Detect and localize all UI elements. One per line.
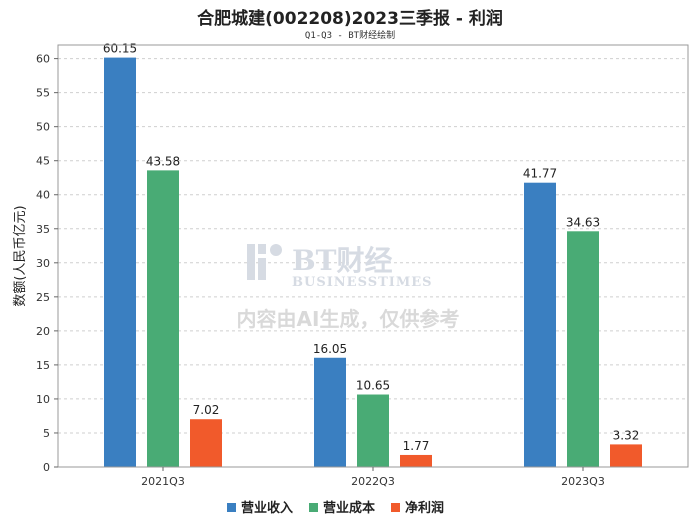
legend-swatch [391, 503, 400, 512]
legend-label: 营业收入 [241, 500, 293, 516]
y-tick-labels: 0 5 10 15 20 25 30 35 40 45 50 55 60 [36, 53, 58, 474]
bars: 60.15 43.58 7.02 16.05 10.65 1.77 41.77 34.63 3.… [103, 42, 642, 468]
watermark-brand-en: BUSINESSTIMES [292, 275, 433, 290]
data-label: 43.58 [146, 154, 180, 168]
chart-title: 合肥城建(002208)2023三季报 - 利润 [197, 9, 503, 29]
data-label: 1.77 [403, 439, 430, 453]
x-tick-label: 2022Q3 [351, 475, 395, 488]
y-tick-label: 25 [36, 291, 50, 304]
bar [147, 170, 179, 468]
legend-label: 净利润 [405, 500, 444, 516]
bar [190, 419, 222, 467]
data-label: 16.05 [313, 342, 347, 356]
chart-subtitle: Q1-Q3 - BT财经绘制 [304, 31, 396, 41]
y-tick-label: 15 [36, 359, 50, 372]
watermark: BT财经 BUSINESSTIMES 内容由AI生成，仅供参考 [237, 244, 460, 331]
bar [567, 231, 599, 467]
data-label: 10.65 [356, 379, 390, 393]
bt-logo-icon [247, 244, 282, 280]
y-tick-label: 30 [36, 257, 50, 270]
y-tick-label: 60 [36, 53, 50, 66]
y-axis-label: 数额(人民币亿元) [13, 205, 28, 306]
y-tick-label: 0 [43, 461, 50, 474]
data-label: 34.63 [566, 215, 600, 229]
bar [314, 357, 346, 467]
y-tick-label: 5 [43, 427, 50, 440]
y-tick-label: 40 [36, 189, 50, 202]
legend: 营业收入 营业成本 净利润 [227, 500, 444, 516]
bar [524, 182, 556, 467]
legend-swatch [227, 503, 236, 512]
watermark-note: 内容由AI生成，仅供参考 [237, 307, 460, 331]
data-label: 41.77 [523, 167, 557, 181]
data-label: 7.02 [193, 403, 220, 417]
bar [400, 454, 432, 467]
legend-swatch [309, 503, 318, 512]
bar [104, 57, 136, 468]
x-tick-label: 2021Q3 [141, 475, 185, 488]
watermark-brand: BT财经 [292, 244, 393, 277]
y-tick-label: 20 [36, 325, 50, 338]
y-tick-label: 10 [36, 393, 50, 406]
bar [610, 444, 642, 467]
y-tick-label: 55 [36, 87, 50, 100]
y-tick-label: 45 [36, 155, 50, 168]
bar [357, 394, 389, 467]
y-tick-label: 50 [36, 121, 50, 134]
x-tick-labels: 2021Q3 2022Q3 2023Q3 [141, 467, 605, 488]
y-tick-label: 35 [36, 223, 50, 236]
x-tick-label: 2023Q3 [561, 475, 605, 488]
data-label: 3.32 [613, 428, 640, 442]
data-label: 60.15 [103, 42, 137, 56]
legend-label: 营业成本 [323, 500, 375, 516]
